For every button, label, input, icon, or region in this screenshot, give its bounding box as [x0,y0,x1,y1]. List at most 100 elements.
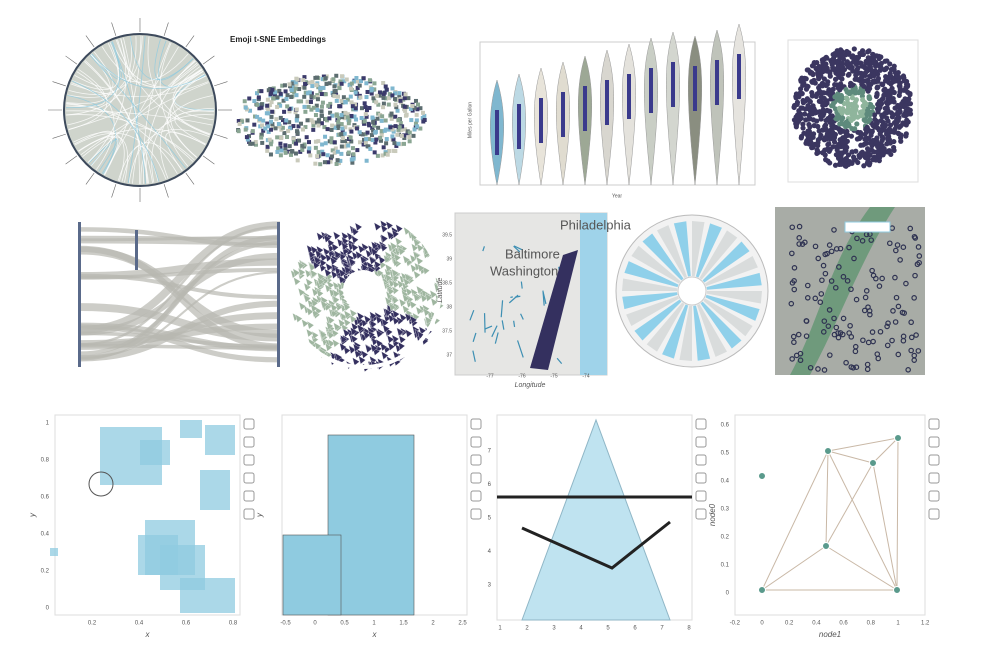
chord-label-tick [111,184,117,198]
annulus-hole [343,270,383,310]
toolbar-button[interactable] [928,508,940,520]
emoji-point [267,137,272,142]
emoji-point [278,91,283,96]
toolbar-button[interactable] [470,472,482,484]
toolbar-button[interactable] [470,436,482,448]
emoji-point [280,83,285,88]
emoji-point [388,125,393,130]
emoji-point [326,160,331,165]
toolbar-button[interactable] [243,454,255,466]
x-tick-label: 1 [372,621,376,627]
chord [67,94,117,175]
emoji-point [293,86,298,91]
hexbin-cell [849,82,856,88]
x-tick-label: 0.8 [867,621,876,627]
toolbar-button[interactable] [470,508,482,520]
emoji-point [336,94,341,99]
emoji-point [294,107,299,112]
toolbar-button[interactable] [243,490,255,502]
violin-box [693,66,697,111]
emoji-point [348,135,353,140]
emoji-point [295,77,300,82]
chord [66,103,194,162]
emoji-point [332,150,337,155]
hexbin-cell [897,86,903,92]
x-tick-label: 7 [660,626,664,632]
violin-box [495,110,499,155]
drawn-box [200,470,230,510]
emoji-point [352,102,357,107]
emoji-point [372,150,377,155]
hex-marker [895,303,902,310]
mesh-triangle [416,256,424,266]
emoji-point [343,100,348,105]
mesh-triangle [375,329,384,338]
toolbar-button[interactable] [695,490,707,502]
emoji-point [406,96,411,101]
chord [66,110,213,126]
emoji-point [245,118,250,123]
toolbar-button[interactable] [928,490,940,502]
toolbar-button[interactable] [243,418,255,430]
chord-label-tick [202,55,215,65]
emoji-point [312,95,317,100]
hex-marker [843,359,849,366]
emoji-point [353,106,358,111]
hexbin-cell [840,64,846,71]
emoji-point [364,137,369,142]
hexbin-cell [825,79,831,85]
emoji-point [259,89,264,94]
mesh-triangle [380,243,388,252]
toolbar-button[interactable] [695,436,707,448]
radial-bar [706,272,762,290]
toolbar-button[interactable] [470,490,482,502]
toolbar-button[interactable] [243,472,255,484]
toolbar-button[interactable] [928,472,940,484]
mesh-triangle [404,312,413,322]
toolbar-button[interactable] [928,418,940,430]
hexbin-cell [845,100,851,106]
violin-box [715,60,719,105]
waterway [520,281,523,289]
hex-marker [802,239,808,246]
sankey-flow [79,331,281,349]
hexbin-cell [815,74,822,80]
toolbar-button[interactable] [695,418,707,430]
hexbin-cell [902,103,908,109]
emoji-point [359,116,364,121]
hex-marker [821,367,828,373]
mesh-triangle [417,263,425,273]
y-tick-label: 3 [488,583,492,589]
emoji-point [403,127,408,132]
toolbar-button[interactable] [470,418,482,430]
toolbar-button[interactable] [695,472,707,484]
emoji-point [240,119,245,124]
emoji-point [413,98,418,103]
hexbin-cell [840,128,846,134]
mesh-triangle [397,341,406,351]
mesh-triangle [350,327,358,336]
y-tick-label: 0.8 [41,458,50,464]
toolbar-button[interactable] [243,436,255,448]
toolbar-button[interactable] [695,454,707,466]
toolbar-button[interactable] [243,508,255,520]
emoji-point [316,123,321,128]
drawn-box [50,548,58,556]
hexbin-cell [875,109,881,115]
emoji-point [256,95,261,100]
drawn-box [282,534,342,616]
toolbar-button[interactable] [695,508,707,520]
emoji-point [355,148,360,153]
emoji-point [273,126,278,131]
toolbar-button[interactable] [470,454,482,466]
hexbin-cell [878,100,885,107]
mesh-triangle [387,342,396,351]
emoji-point [243,127,248,132]
toolbar-button[interactable] [928,454,940,466]
hex-marker [828,248,835,255]
mesh-triangle [354,222,363,232]
mesh-triangle [319,330,327,339]
toolbar-button[interactable] [928,436,940,448]
mesh-triangle [405,329,413,338]
mesh-triangle [429,289,438,299]
